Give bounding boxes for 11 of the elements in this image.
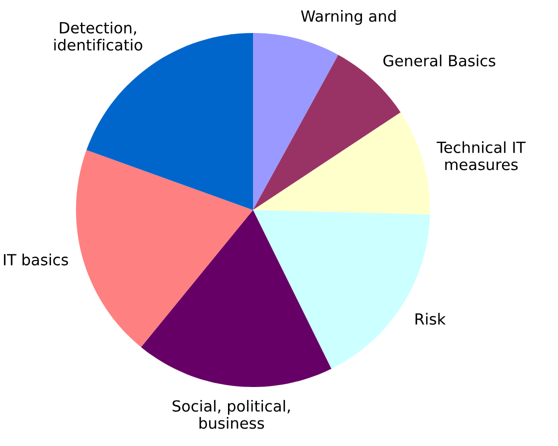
pie-slice xyxy=(76,150,253,348)
pie-slice xyxy=(253,112,430,214)
slice-label: General Basics xyxy=(383,54,496,66)
slice-label: Technical IT measures xyxy=(436,141,526,170)
slice-label: Risk xyxy=(416,312,446,325)
slice-label: Social, political, business xyxy=(172,400,290,429)
slice-label: IT basics xyxy=(4,254,68,266)
pie-slice xyxy=(253,33,338,210)
slice-label: Warning and xyxy=(301,10,396,25)
pie-slice xyxy=(141,210,332,387)
slice-label: Detection, identificatio xyxy=(54,22,142,51)
